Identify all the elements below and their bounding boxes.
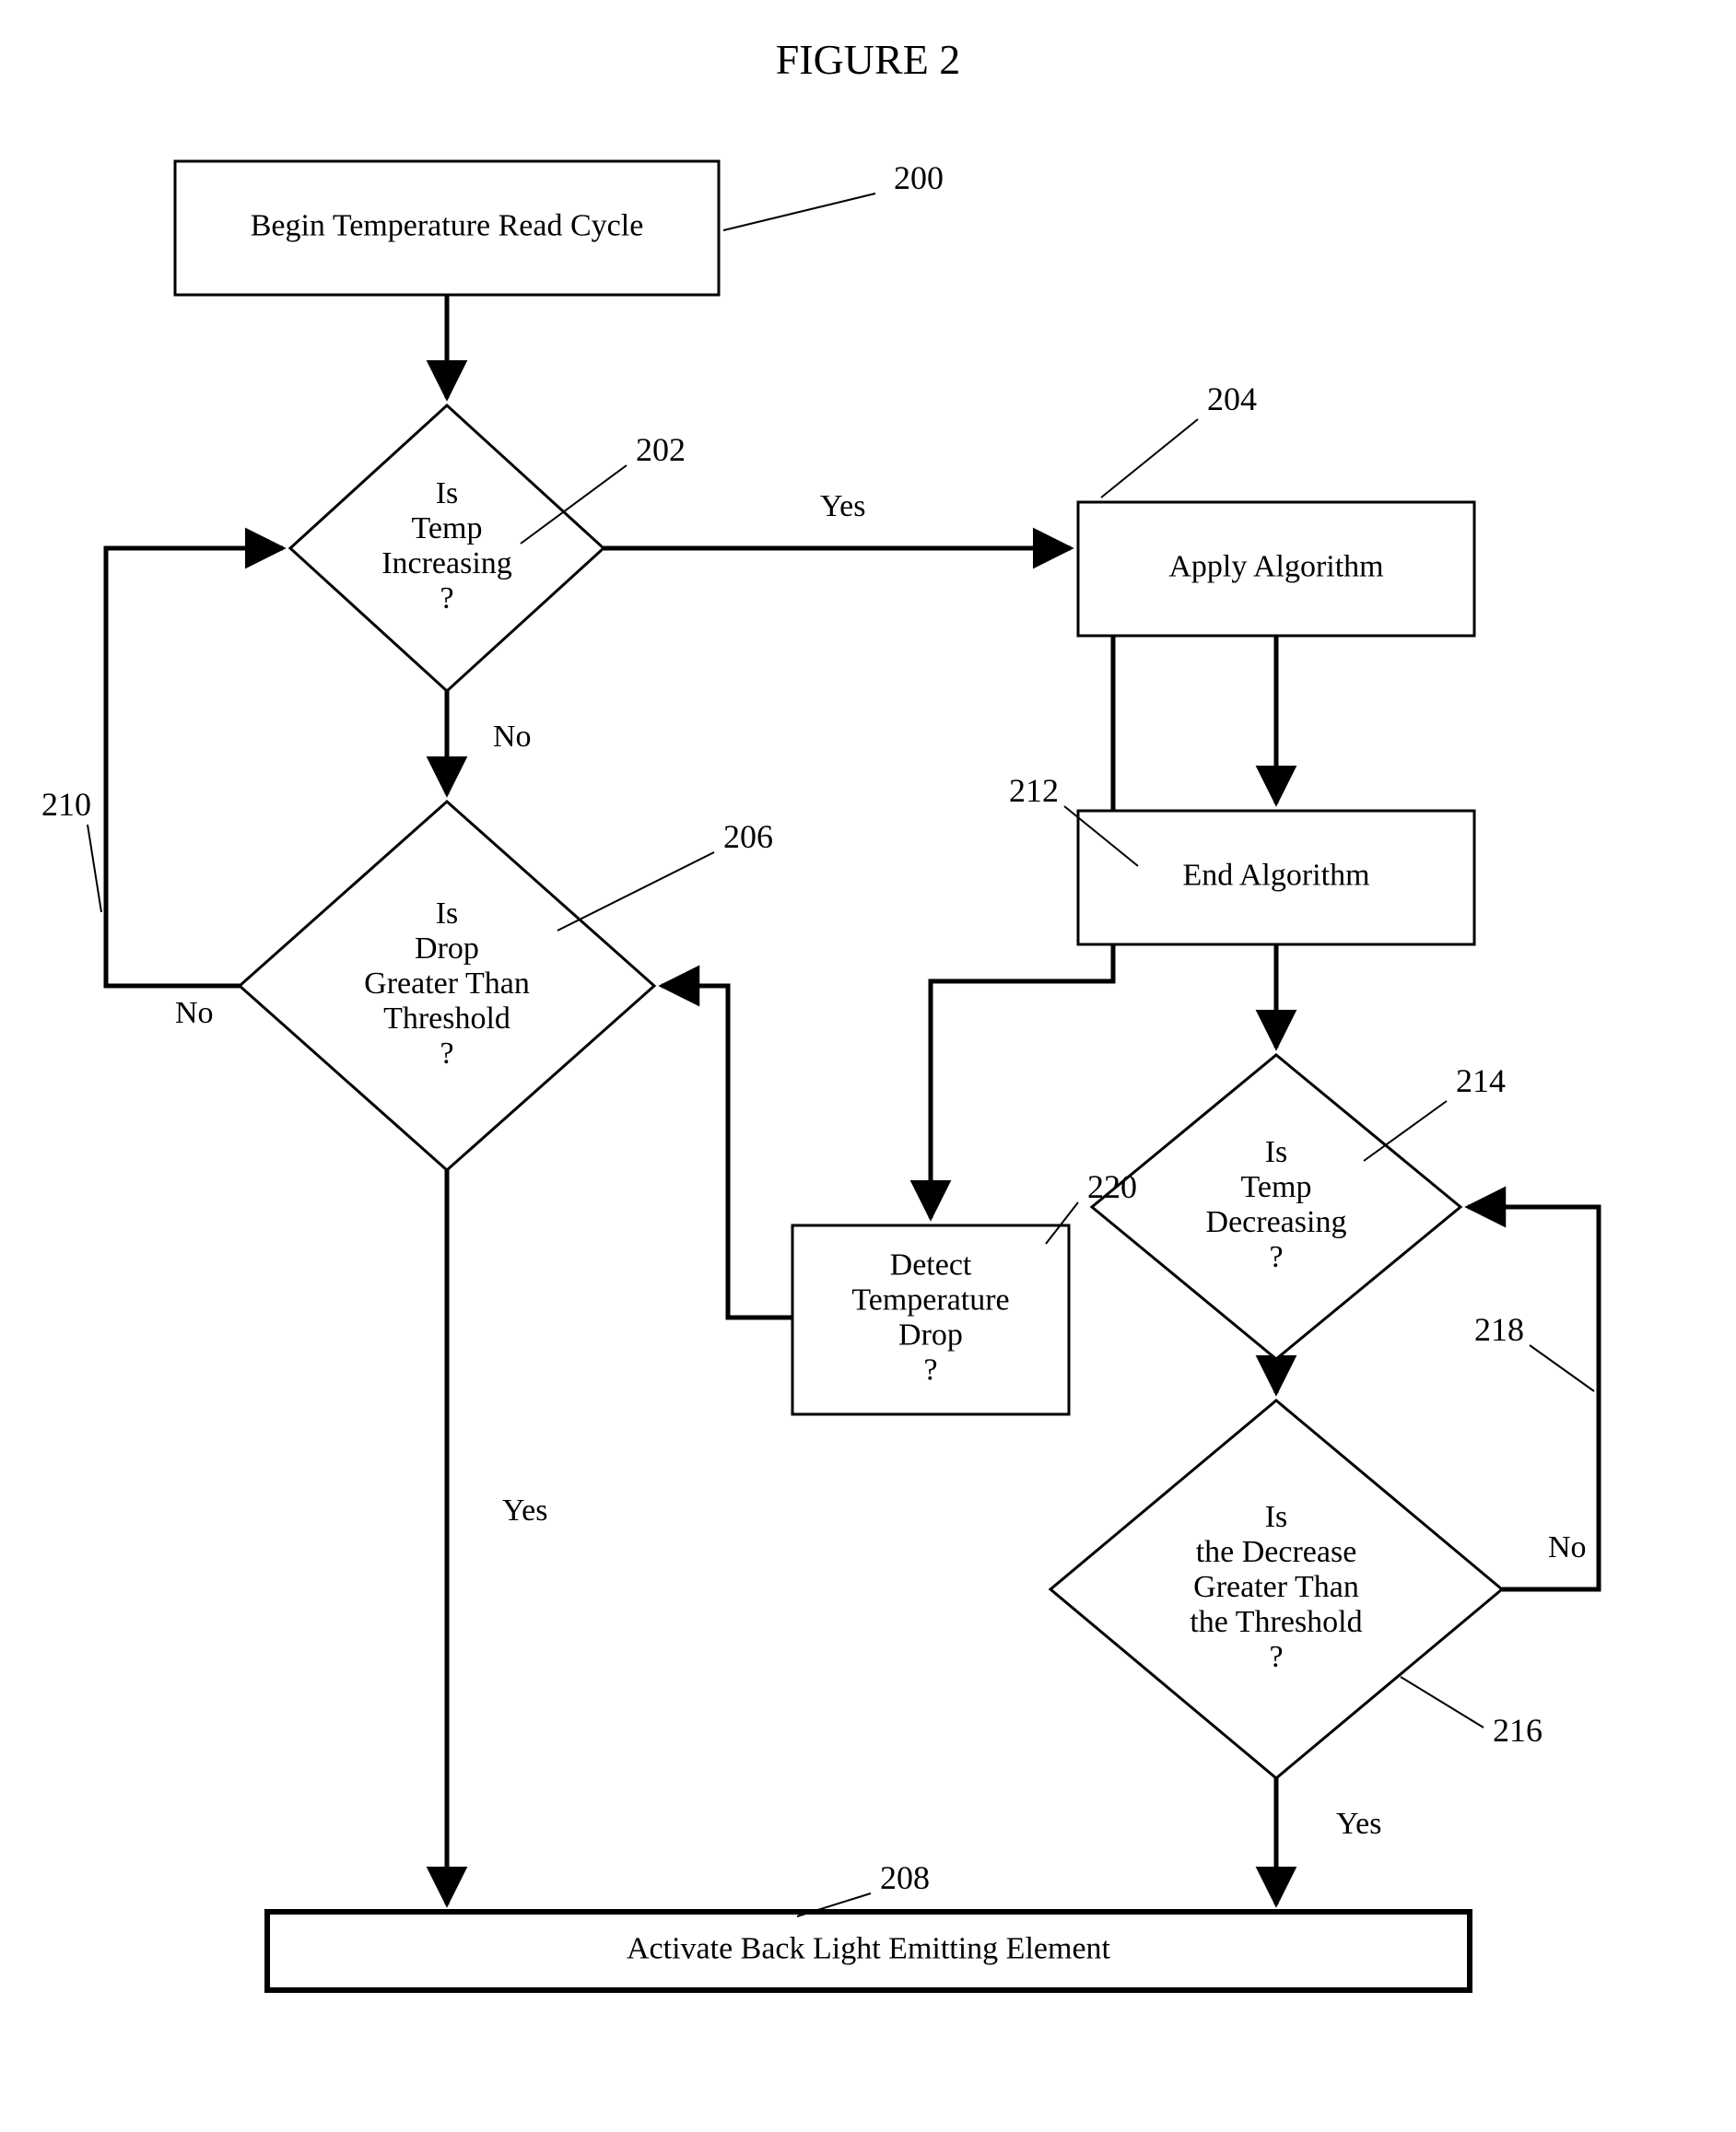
ref-number-210: 210 (41, 786, 91, 823)
ref-number-206: 206 (723, 818, 773, 855)
ref-number-204: 204 (1207, 381, 1257, 417)
ref-leader-200 (723, 193, 875, 230)
edge-label-e6: No (175, 996, 214, 1030)
edge-label-e2: Yes (820, 489, 865, 523)
ref-leader-206 (557, 852, 714, 931)
edge-e5 (662, 986, 792, 1318)
edge-label-e7: Yes (502, 1494, 547, 1528)
ref-number-200: 200 (894, 159, 944, 196)
ref-number-214: 214 (1456, 1062, 1506, 1099)
ref-leader-210 (88, 825, 101, 912)
ref-number-208: 208 (880, 1859, 930, 1896)
node-label-n200: Begin Temperature Read Cycle (251, 208, 644, 242)
ref-leader-214 (1364, 1101, 1447, 1161)
edge-label-e11: Yes (1336, 1807, 1381, 1841)
edge-label-e10: No (1548, 1530, 1587, 1564)
edge-e6 (106, 548, 283, 986)
ref-number-218: 218 (1474, 1311, 1524, 1348)
edge-label-e3: No (493, 720, 532, 754)
ref-number-216: 216 (1493, 1712, 1542, 1749)
node-label-n208: Activate Back Light Emitting Element (627, 1931, 1111, 1965)
ref-number-202: 202 (636, 431, 686, 468)
flowchart-canvas: FIGURE 2 Begin Temperature Read CycleIsT… (0, 0, 1736, 2132)
node-label-n204: Apply Algorithm (1168, 549, 1383, 583)
ref-leader-216 (1401, 1677, 1484, 1728)
ref-leader-218 (1530, 1345, 1594, 1391)
ref-number-220: 220 (1087, 1168, 1137, 1205)
figure-title: FIGURE 2 (776, 36, 961, 83)
ref-number-212: 212 (1009, 772, 1059, 809)
ref-leader-204 (1101, 419, 1198, 498)
node-label-n212: End Algorithm (1182, 858, 1369, 892)
